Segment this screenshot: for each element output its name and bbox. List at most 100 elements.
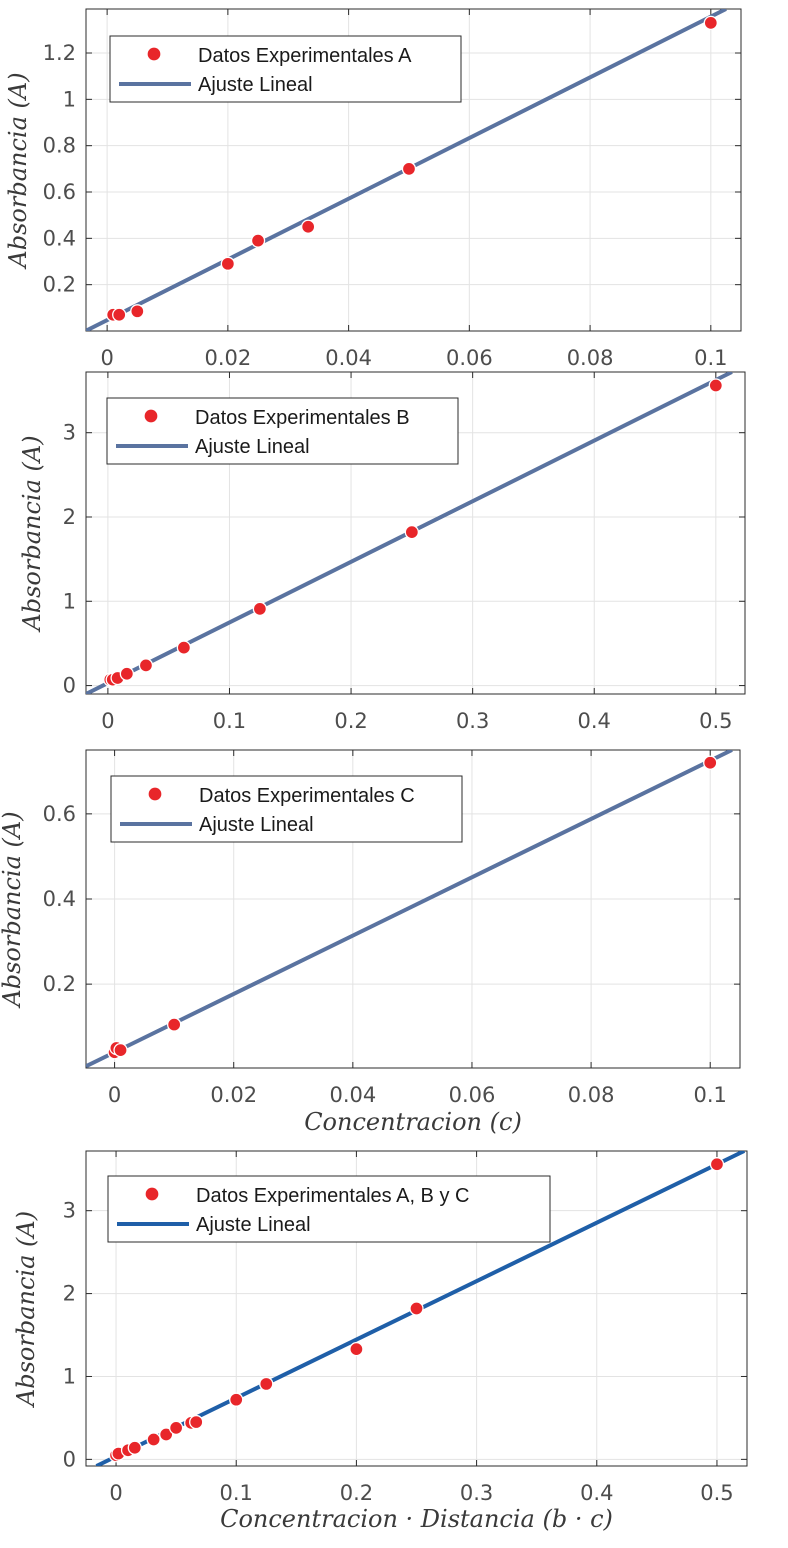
x-tick-label: 0.04: [325, 346, 372, 370]
legend-marker: [143, 408, 159, 424]
data-point: [401, 161, 417, 176]
x-tick-label: 0.2: [334, 709, 367, 733]
y-tick-label: 0: [63, 1447, 76, 1471]
legend-label-fit: Ajuste Lineal: [199, 814, 314, 836]
y-axis-label: Absorbancia (A): [12, 1211, 40, 1408]
chart-panel-4: 0 0.1 0.2 0.3 0.4 0.5 0 1 2 3 Datos Experimentales…: [12, 1150, 748, 1533]
y-tick-label: 3: [63, 1199, 76, 1223]
y-axis-label: Absorbancia (A): [18, 435, 46, 632]
data-layer: [95, 1151, 746, 1466]
chart-panel-2: 0 0.1 0.2 0.3 0.4 0.5 0 1 2 3 Datos Experimentales…: [18, 371, 746, 733]
legend-box: [110, 775, 463, 843]
x-tick-label: 0.02: [204, 346, 251, 370]
legend-label-data: Datos Experimentales B: [195, 407, 410, 429]
legend-marker: [146, 46, 162, 62]
x-tick-label: 0.06: [446, 346, 493, 370]
x-tick-label: 0.2: [340, 1481, 373, 1505]
data-layer: [86, 9, 727, 331]
y-tick-label: 0.8: [43, 134, 76, 158]
y-tick-label: 0.2: [43, 972, 76, 996]
x-tick-label: 0.1: [213, 709, 246, 733]
x-axis-label: Concentracion (c): [304, 1108, 522, 1136]
data-point: [259, 1376, 274, 1392]
data-point: [176, 640, 192, 655]
data-point: [127, 1440, 142, 1455]
y-tick-label: 2: [63, 1282, 76, 1306]
x-tick-label: 0: [108, 1083, 121, 1107]
x-tick-label: 0.3: [456, 709, 489, 733]
legend-box: [109, 35, 462, 103]
y-tick-label: 3: [63, 421, 76, 445]
axes-frame: [85, 8, 742, 332]
data-point: [250, 233, 266, 248]
data-point: [168, 1420, 184, 1436]
data-point: [159, 1427, 174, 1442]
y-tick-label: 0.2: [43, 273, 76, 297]
y-tick-label: 1: [63, 589, 76, 613]
data-point: [404, 525, 420, 540]
y-axis-label: Absorbancia (A): [4, 72, 32, 269]
legend-marker: [147, 786, 163, 802]
legend: Datos Experimentales A, B y C Ajuste Line…: [107, 1175, 551, 1243]
x-tick-label: 0.5: [699, 709, 732, 733]
legend: Datos Experimentales C Ajuste Lineal: [110, 775, 463, 843]
x-tick-label: 0.1: [220, 1481, 253, 1505]
data-point: [220, 256, 236, 271]
x-tick-label: 0.02: [210, 1083, 257, 1107]
legend-label-data: Datos Experimentales A, B y C: [196, 1185, 469, 1207]
data-point: [146, 1432, 161, 1447]
data-point: [703, 15, 718, 31]
legend: Datos Experimentales A Ajuste Lineal: [109, 35, 462, 103]
legend-box: [106, 397, 459, 465]
x-tick-label: 0.04: [329, 1083, 376, 1107]
x-tick-label: 0.1: [694, 1083, 727, 1107]
data-point: [189, 1414, 204, 1430]
legend-box: [107, 1175, 551, 1243]
x-tick-label: 0.5: [700, 1481, 733, 1505]
y-tick-label: 1.2: [43, 41, 76, 65]
legend-label-fit: Ajuste Lineal: [196, 1214, 311, 1236]
chart-panel-3: 0 0.02 0.04 0.06 0.08 0.1 0.2 0.4 0.6 Datos Exper…: [0, 749, 741, 1136]
x-tick-label: 0: [101, 709, 114, 733]
data-point: [301, 219, 316, 234]
y-tick-label: 0.4: [43, 887, 76, 911]
data-point: [349, 1341, 364, 1357]
data-point: [229, 1392, 244, 1407]
axes-frame: [85, 371, 746, 695]
data-point: [409, 1301, 424, 1316]
y-tick-label: 2: [63, 505, 76, 529]
legend-label-fit: Ajuste Lineal: [195, 436, 310, 458]
axes-frame: [85, 1150, 748, 1467]
x-tick-label: 0.4: [580, 1481, 613, 1505]
y-tick-label: 1: [63, 1364, 76, 1388]
x-tick-label: 0.08: [568, 1083, 615, 1107]
data-point: [130, 304, 145, 319]
chart-panel-1: 0 0.02 0.04 0.06 0.08 0.1 0.2 0.4 0.6 0.8 1 1.2 Dato…: [4, 8, 742, 370]
y-tick-label: 0.4: [43, 226, 76, 250]
legend-marker: [144, 1186, 160, 1202]
x-tick-label: 0.06: [449, 1083, 496, 1107]
data-point: [138, 658, 154, 673]
legend: Datos Experimentales B Ajuste Lineal: [106, 397, 459, 465]
data-point: [252, 601, 268, 617]
data-point: [119, 666, 135, 681]
y-tick-label: 1: [63, 87, 76, 111]
legend-label-fit: Ajuste Lineal: [198, 74, 313, 96]
x-tick-label: 0.3: [460, 1481, 493, 1505]
legend-label-data: Datos Experimentales C: [199, 785, 415, 807]
legend-label-data: Datos Experimentales A: [198, 45, 412, 67]
data-layer: [86, 372, 733, 694]
data-point: [709, 1157, 725, 1172]
data-layer: [86, 750, 733, 1068]
x-tick-label: 0.1: [694, 346, 727, 370]
y-axis-label: Absorbancia (A): [0, 811, 26, 1008]
data-point: [167, 1017, 182, 1032]
y-tick-label: 0: [63, 674, 76, 698]
data-point: [113, 1042, 128, 1058]
x-tick-label: 0.4: [578, 709, 611, 733]
x-tick-label: 0: [100, 346, 113, 370]
x-tick-label: 0.08: [567, 346, 614, 370]
fit-line: [86, 750, 733, 1068]
data-point: [703, 755, 718, 770]
